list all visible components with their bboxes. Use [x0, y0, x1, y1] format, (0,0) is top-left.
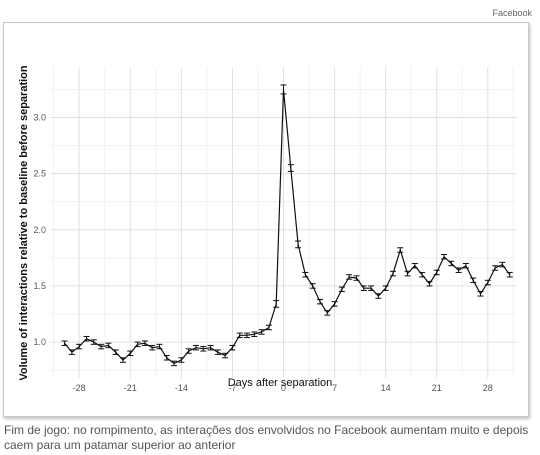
y-tick-label: 1.0 [33, 337, 46, 347]
x-axis-label: Days after separation [228, 377, 333, 389]
y-tick-label: 2.5 [33, 169, 46, 179]
x-tick-label: -14 [175, 383, 188, 393]
x-tick-labels: -28 -21 -14 -7 0 7 14 21 28 [73, 383, 493, 393]
x-tick-label: 0 [281, 383, 286, 393]
y-tick-label: 1.5 [33, 281, 46, 291]
y-tick-label: 2.0 [33, 225, 46, 235]
y-tick-label: 3.0 [33, 113, 46, 123]
x-tick-label: -21 [124, 383, 137, 393]
y-axis-label: Volume of interactions relative to basel… [18, 65, 30, 380]
line-chart: -28 -21 -14 -7 0 7 14 21 28 1.0 1.5 2.0 2.5 3.0 Days… [18, 65, 517, 393]
major-gridlines [50, 67, 517, 378]
x-tick-label: 7 [332, 383, 337, 393]
source-label: Facebook [492, 8, 532, 18]
x-tick-label: 28 [483, 383, 493, 393]
chart-frame: -28 -21 -14 -7 0 7 14 21 28 1.0 1.5 2.0 2.5 3.0 Days… [3, 22, 529, 417]
x-tick-label: -28 [73, 383, 86, 393]
series-line [64, 89, 511, 365]
x-tick-label: 14 [381, 383, 391, 393]
figure-caption: Fim de jogo: no rompimento, as interaçõe… [4, 423, 529, 452]
x-tick-label: 21 [432, 383, 442, 393]
y-tick-labels: 1.0 1.5 2.0 2.5 3.0 [33, 113, 46, 348]
x-tick-label: -7 [228, 383, 236, 393]
